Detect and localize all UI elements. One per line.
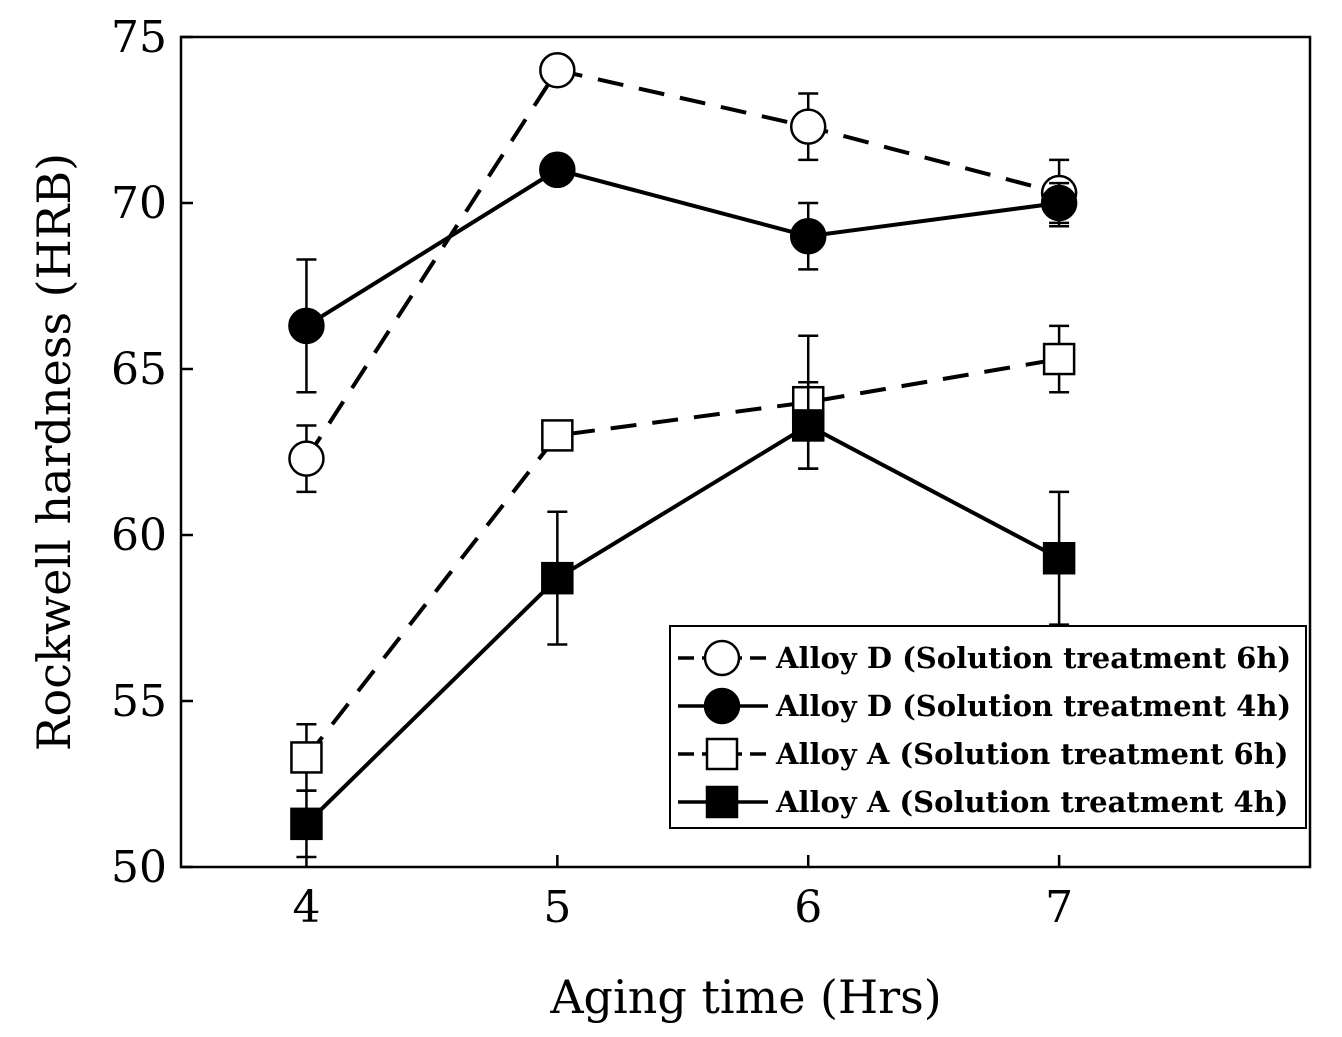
x-tick-label: 5 bbox=[543, 882, 571, 933]
series-alloy-d-solution-treatment-6h bbox=[288, 51, 1078, 494]
x-tick-label: 6 bbox=[794, 882, 822, 933]
y-tick-label: 60 bbox=[111, 510, 167, 561]
data-point bbox=[791, 409, 825, 442]
series-alloy-a-solution-treatment-4h bbox=[290, 381, 1076, 859]
data-point bbox=[541, 561, 574, 595]
legend-label: Alloy D (Solution treatment 4h) bbox=[775, 689, 1291, 723]
x-axis-title: Aging time (Hrs) bbox=[549, 970, 941, 1024]
series-layer bbox=[288, 51, 1078, 859]
legend-marker bbox=[703, 687, 741, 725]
ticks-layer: 4 5 6 7 50 55 60 65 70 75 bbox=[111, 12, 1073, 933]
legend-marker bbox=[705, 785, 739, 819]
y-tick-label: 70 bbox=[111, 178, 167, 229]
legend-label: Alloy D (Solution treatment 6h) bbox=[775, 641, 1291, 675]
y-tick-label: 75 bbox=[111, 12, 167, 63]
series-line bbox=[304, 67, 1060, 460]
data-point bbox=[1042, 541, 1076, 575]
legend-label: Alloy A (Solution treatment 4h) bbox=[775, 785, 1288, 819]
x-tick-label: 7 bbox=[1045, 882, 1073, 933]
data-point bbox=[290, 807, 323, 841]
data-point bbox=[290, 741, 323, 774]
legend-marker bbox=[703, 639, 741, 677]
series-line bbox=[305, 423, 1061, 826]
series-alloy-d-solution-treatment-4h bbox=[288, 151, 1078, 394]
y-axis-title: Rockwell hardness (HRB) bbox=[27, 153, 81, 751]
y-tick-label: 55 bbox=[111, 676, 167, 727]
data-point bbox=[789, 217, 827, 255]
legend-marker bbox=[705, 737, 739, 771]
series-line bbox=[305, 167, 1060, 328]
data-point bbox=[539, 151, 576, 189]
data-point bbox=[541, 419, 574, 452]
plot-frame bbox=[179, 35, 1312, 869]
data-point bbox=[789, 108, 827, 145]
legend-box bbox=[669, 625, 1307, 829]
data-point bbox=[288, 440, 325, 477]
legend-label: Alloy A (Solution treatment 6h) bbox=[775, 737, 1288, 771]
data-point bbox=[1042, 342, 1076, 376]
data-point bbox=[1040, 184, 1078, 222]
y-tick-label: 50 bbox=[111, 842, 167, 893]
x-tick-label: 4 bbox=[292, 882, 320, 933]
legend: Alloy D (Solution treatment 6h) Alloy D (… bbox=[669, 625, 1307, 829]
y-tick-label: 65 bbox=[111, 344, 167, 395]
data-point bbox=[288, 307, 325, 345]
data-point bbox=[539, 51, 576, 89]
